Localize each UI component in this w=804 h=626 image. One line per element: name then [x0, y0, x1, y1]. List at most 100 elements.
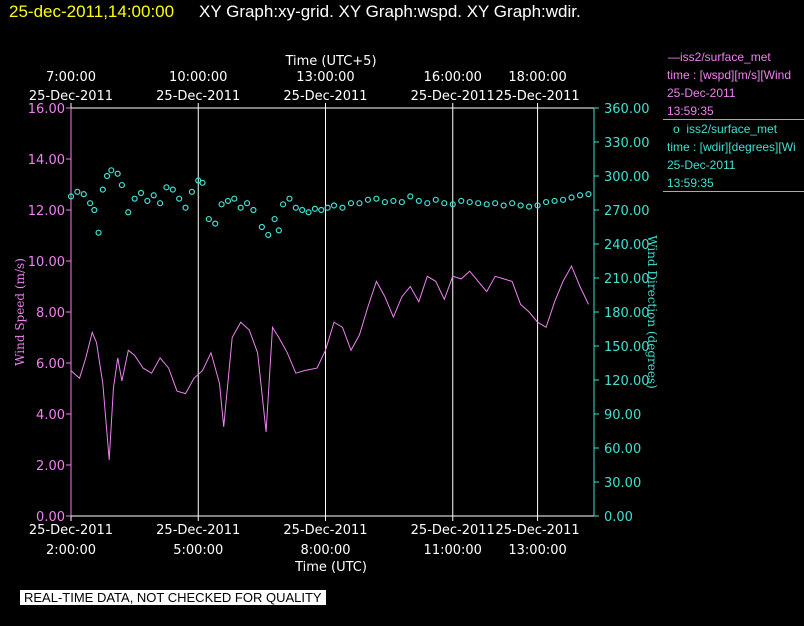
series-point-wdir — [224, 197, 232, 205]
series-point-wdir — [131, 195, 138, 202]
legend-separator — [663, 119, 804, 120]
legend-wdir-line2: time : [wdir][degrees][Wi — [667, 140, 796, 154]
bottom-axis-tick-time: 8:00:00 — [300, 543, 350, 558]
legend-wdir-title: o iss2/surface_met — [673, 122, 777, 136]
series-point-wdir — [305, 209, 312, 216]
series-point-wdir — [163, 184, 170, 191]
series-point-wdir — [559, 196, 567, 203]
series-point-wdir — [125, 209, 132, 216]
series-point-wdir — [188, 188, 195, 195]
right-axis-tick-label: 180.00 — [604, 306, 650, 321]
plot-frame — [70, 107, 595, 517]
bottom-axis-tick-date: 25-Dec-2011 — [283, 523, 367, 538]
series-point-wdir — [169, 186, 176, 193]
series-point-wdir — [330, 202, 338, 209]
series-point-wdir — [258, 223, 265, 231]
series-point-wdir — [407, 193, 414, 200]
series-point-wdir — [424, 200, 431, 207]
series-point-wdir — [458, 197, 465, 205]
legend-wspd-title: —iss2/surface_met — [668, 50, 771, 64]
series-point-wdir — [271, 215, 278, 223]
bottom-axis-title: Time (UTC) — [294, 560, 367, 575]
series-point-wdir — [156, 200, 164, 207]
right-axis-tick-label: 210.00 — [604, 272, 650, 287]
right-axis-tick-label: 360.00 — [604, 102, 650, 117]
series-point-wdir — [585, 191, 592, 198]
bottom-axis-tick-time: 13:00:00 — [508, 543, 566, 558]
series-point-wdir — [500, 202, 507, 209]
right-axis-tick-label: 150.00 — [604, 340, 650, 355]
top-axis-tick-date: 25-Dec-2011 — [29, 89, 113, 104]
series-point-wdir — [243, 200, 251, 207]
series-point-wdir — [275, 227, 282, 234]
right-axis-tick-label: 330.00 — [604, 136, 650, 151]
legend-wspd-line2: time : [wspd][m/s][Wind — [667, 68, 792, 82]
left-axis-tick-label: 6.00 — [36, 357, 65, 372]
series-point-wdir — [432, 196, 439, 203]
series-point-wdir — [551, 197, 558, 205]
series-point-wdir — [449, 201, 456, 208]
series-point-wdir — [390, 197, 397, 205]
series-point-wdir — [286, 195, 293, 202]
legend-wdir-line4: 13:59:35 — [667, 176, 714, 190]
series-point-wdir — [492, 200, 499, 207]
legend-wspd-line1: iss2/surface_met — [680, 50, 771, 64]
series-point-wdir — [398, 198, 405, 206]
series-point-wdir — [114, 170, 121, 177]
series-point-wdir — [212, 220, 219, 227]
series-point-wdir — [237, 204, 244, 211]
top-axis-tick-date: 25-Dec-2011 — [283, 89, 367, 104]
series-point-wdir — [265, 231, 272, 239]
right-axis-tick-label: 300.00 — [604, 170, 650, 185]
series-point-wdir — [74, 188, 81, 195]
series-point-wdir — [80, 191, 87, 198]
series-point-wdir — [299, 206, 306, 214]
series-point-wdir — [441, 200, 448, 207]
series-point-wdir — [356, 200, 363, 207]
series-point-wdir — [218, 201, 225, 208]
legend-wdir-line3: 25-Dec-2011 — [667, 158, 736, 172]
right-axis-tick-label: 30.00 — [604, 476, 641, 491]
left-axis-tick-label: 16.00 — [28, 102, 65, 117]
top-axis-tick-date: 25-Dec-2011 — [411, 89, 495, 104]
left-axis-tick-label: 2.00 — [36, 459, 65, 474]
left-axis-tick-label: 8.00 — [36, 306, 65, 321]
top-axis-tick-time: 18:00:00 — [508, 70, 566, 85]
bottom-axis-tick-date: 25-Dec-2011 — [495, 523, 579, 538]
bottom-axis-tick-date: 25-Dec-2011 — [411, 523, 495, 538]
top-axis-tick-time: 7:00:00 — [46, 70, 96, 85]
left-axis-tick-label: 4.00 — [36, 408, 65, 423]
right-axis-title: Wind Direction (degrees) — [645, 235, 659, 389]
legend-wspd-line4: 13:59:35 — [667, 104, 714, 118]
right-axis-tick-label: 90.00 — [604, 408, 641, 423]
series-point-wdir — [542, 198, 550, 206]
bottom-axis-tick-date: 25-Dec-2011 — [156, 523, 240, 538]
left-axis-tick-label: 14.00 — [28, 153, 65, 168]
left-axis-title: Wind Speed (m/s) — [13, 258, 27, 366]
series-point-wdir — [231, 195, 238, 202]
series-point-wdir — [99, 186, 106, 193]
series-point-wdir — [279, 201, 287, 208]
legend-wdir-line1: iss2/surface_met — [686, 122, 778, 136]
series-point-wdir — [144, 197, 151, 205]
top-axis-tick-date: 25-Dec-2011 — [495, 89, 579, 104]
bottom-axis-tick-date: 25-Dec-2011 — [29, 523, 113, 538]
series-point-wdir — [311, 205, 318, 212]
series-point-wdir — [381, 198, 388, 206]
quality-notice: REAL-TIME DATA, NOT CHECKED FOR QUALITY — [20, 590, 326, 605]
header-graph-label: XY Graph:xy-grid. XY Graph:wspd. XY Grap… — [199, 2, 581, 21]
series-point-wdir — [415, 197, 422, 205]
series-point-wdir — [517, 202, 524, 209]
series-point-wdir — [103, 172, 111, 180]
series-point-wdir — [324, 204, 331, 211]
series-point-wdir — [373, 195, 380, 202]
series-point-wdir — [199, 179, 206, 186]
bottom-axis-tick-time: 5:00:00 — [173, 543, 223, 558]
bottom-axis-tick-time: 2:00:00 — [46, 543, 96, 558]
series-point-wdir — [137, 189, 145, 197]
series-point-wdir — [568, 194, 575, 201]
series-point-wdir — [150, 192, 157, 199]
series-point-wdir — [176, 195, 183, 202]
right-axis-tick-label: 0.00 — [604, 510, 633, 525]
series-point-wdir — [91, 206, 98, 214]
